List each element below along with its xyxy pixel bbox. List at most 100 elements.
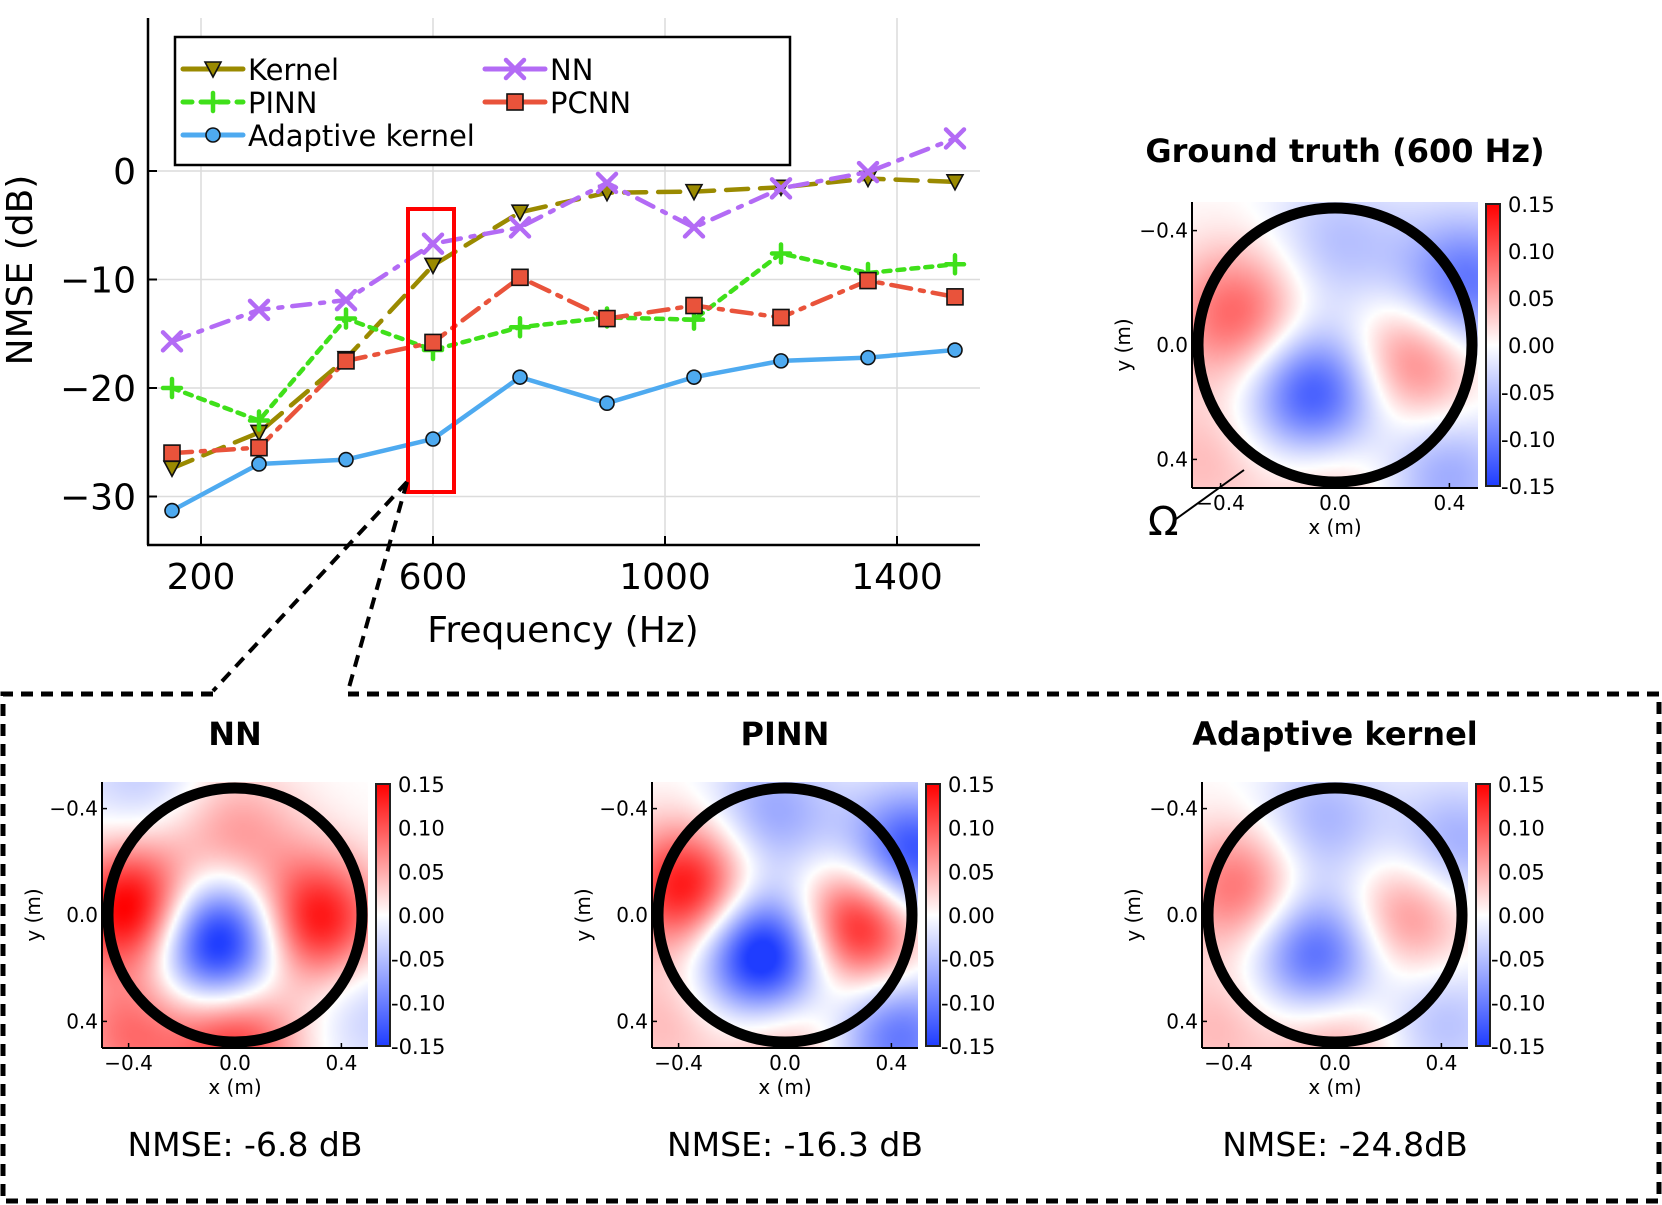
data-point-pcnn (424, 333, 442, 352)
x-tick-label: 1000 (619, 557, 711, 598)
legend-label: Kernel (248, 53, 339, 87)
y-tick-label: 0 (113, 152, 136, 193)
region-boundary-circle (102, 782, 368, 1048)
nmse-value-label: NMSE: -16.3 dB (667, 1125, 923, 1164)
region-boundary-circle (1192, 202, 1478, 488)
data-point-adaptive-kernel (251, 456, 267, 472)
y-tick-label: 0.4 (616, 1009, 648, 1033)
heatmap-panels: Ground truth (600 Hz) −0.4 −0.4 0.0 0.0 0.4 0.… (21, 132, 1555, 1164)
colorbar-tick-label: -0.15 (1491, 1035, 1545, 1059)
heatmap-panel-adaptive-kernel: Adaptive kernel −0.4 −0.4 0.0 0.0 0.4 0.4 x (m)… (1121, 715, 1545, 1164)
data-point-pcnn (772, 308, 790, 327)
data-point-adaptive-kernel (773, 353, 789, 369)
data-point-nn (421, 232, 445, 255)
comparison-frame (0, 691, 1662, 1204)
x-tick-label: −0.4 (654, 1051, 703, 1075)
colorbar-tick-label: 0.10 (1508, 240, 1555, 264)
legend-box (173, 35, 792, 167)
omega-pointer (1175, 469, 1245, 520)
legend-item-kernel: Kernel (180, 53, 339, 87)
data-point-pinn (508, 315, 532, 339)
data-point-pcnn (250, 438, 268, 457)
highlight-box-600hz (406, 207, 456, 494)
legend-label: NN (550, 53, 593, 87)
data-point-nn (682, 216, 706, 239)
colorbar-tick-label: -0.15 (391, 1035, 445, 1059)
data-point-pcnn (598, 309, 616, 328)
colorbar-tick-label: -0.15 (1501, 475, 1555, 499)
heatmap-panel-ground-truth-600-hz: Ground truth (600 Hz) −0.4 −0.4 0.0 0.0 0.4 0.… (1111, 132, 1555, 539)
colorbar-tick-label: -0.05 (1501, 381, 1555, 405)
data-point-nn (160, 330, 184, 353)
series-line-kernel (169, 176, 958, 471)
colorbar-tick-label: 0.15 (1498, 773, 1545, 797)
data-point-nn (334, 288, 358, 312)
omega-label: Ω (1148, 499, 1179, 545)
x-axis-label: x (m) (1308, 1075, 1361, 1099)
data-point-pcnn (946, 288, 964, 306)
colorbar-tick-label: -0.05 (391, 948, 445, 972)
legend-label: PINN (248, 86, 317, 120)
x-tick-label: 0.4 (1425, 1051, 1457, 1075)
x-tick-label: 0.4 (875, 1051, 907, 1075)
colorbar (1475, 783, 1491, 1047)
data-point-nn (943, 127, 967, 150)
legend-item-adaptive-kernel: Adaptive kernel (180, 119, 475, 153)
colorbar-tick-label: 0.00 (398, 904, 445, 928)
colorbar-tick-label: 0.00 (948, 904, 995, 928)
data-point-pinn (943, 253, 967, 276)
data-point-adaptive-kernel (512, 369, 528, 385)
y-tick-label: 0.0 (616, 903, 648, 927)
data-point-pcnn (859, 271, 877, 290)
colorbar-tick-label: 0.05 (398, 860, 445, 884)
data-point-adaptive-kernel (860, 349, 876, 366)
x-tick-label: 200 (167, 557, 236, 598)
ticks: 200 600 1000 1400 0 −10 −20 −30 (60, 152, 943, 598)
heatmap-panel-nn: NN −0.4 −0.4 0.0 0.0 0.4 0.4 x (m) y (m) 0.15 0.10… (21, 715, 445, 1164)
data-point-pcnn (685, 296, 703, 315)
nmse-value-label: NMSE: -24.8dB (1222, 1125, 1468, 1164)
data-point-pcnn (511, 268, 529, 287)
series-line-adaptive-kernel (169, 347, 958, 513)
colorbar-tick-label: -0.10 (391, 991, 445, 1015)
y-tick-label: −30 (60, 478, 136, 519)
data-point-kernel (510, 204, 530, 222)
x-tick-label: −0.4 (1204, 1051, 1253, 1075)
heatmap-panel-pinn: PINN −0.4 −0.4 0.0 0.0 0.4 0.4 x (m) y (m) 0.15 0.… (571, 715, 995, 1164)
data-point-pinn (334, 307, 358, 330)
nmse-line-chart: 200 600 1000 1400 0 −10 −20 −30 NMSE (dB) Frequ… (0, 18, 980, 651)
series-nn (160, 127, 967, 353)
colorbar-tick-label: -0.10 (1491, 991, 1545, 1015)
legend-marker (506, 93, 524, 111)
series-line-pcnn (169, 275, 958, 456)
data-point-pinn (247, 409, 271, 432)
x-tick-label: 0.0 (1319, 1051, 1351, 1075)
colorbar-tick-label: -0.05 (941, 948, 995, 972)
zoom-connector-left (211, 480, 409, 693)
x-tick-label: −0.4 (104, 1051, 153, 1075)
series-line-nn (169, 136, 958, 344)
data-point-nn (595, 171, 619, 195)
region-boundary-circle (1202, 782, 1468, 1048)
colorbar-tick-label: 0.15 (398, 773, 445, 797)
data-point-kernel (162, 460, 182, 478)
legend-marker (205, 127, 221, 143)
colorbar-tick-label: -0.15 (941, 1035, 995, 1059)
series-line-pinn (169, 251, 958, 423)
legend-marker (201, 90, 225, 114)
zoom-connector-right (346, 481, 409, 692)
legend-label: PCNN (550, 86, 631, 120)
y-tick-label: 0.4 (1166, 1009, 1198, 1033)
x-tick-label: −0.4 (1196, 491, 1245, 515)
colorbar-tick-label: 0.00 (1508, 334, 1555, 358)
y-tick-label: −0.4 (49, 797, 98, 821)
colorbar-tick-label: 0.10 (948, 817, 995, 841)
legend-item-pinn: PINN (180, 86, 317, 120)
y-tick-label: 0.0 (1156, 333, 1188, 357)
colorbar-tick-label: 0.10 (1498, 817, 1545, 841)
x-axis-label: x (m) (1308, 515, 1361, 539)
x-tick-label: 1400 (851, 557, 943, 598)
y-axis-label: y (m) (1111, 318, 1135, 371)
legend: Kernel NN PINN PCNN Adaptive kernel (173, 35, 792, 167)
colorbar (1485, 203, 1501, 487)
